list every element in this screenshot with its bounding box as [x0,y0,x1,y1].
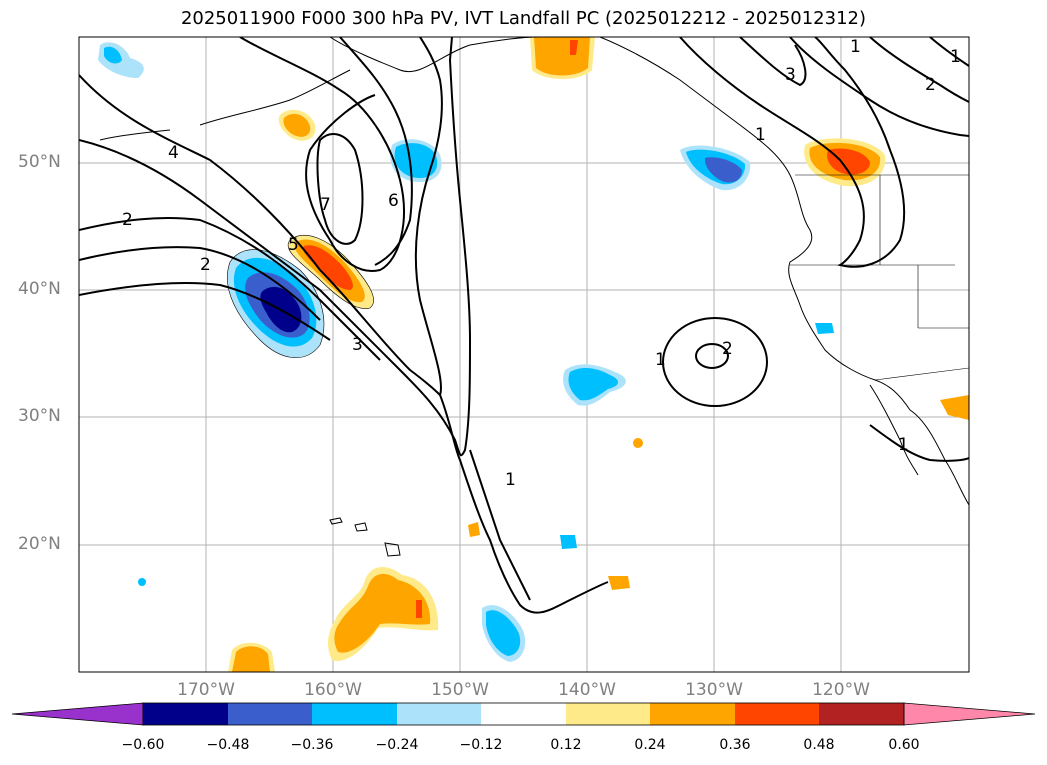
colorbar-tick: 0.24 [634,737,665,753]
colorbar-tick: −0.60 [122,737,165,753]
colorbar-swatch [397,703,481,725]
lat-label: 30°N [18,406,61,426]
contour-label: 1 [655,350,666,370]
plot-area [79,37,969,672]
lon-label: 120°W [812,680,870,700]
lon-label: 170°W [177,680,235,700]
contour-label: 3 [785,65,796,85]
lon-label: 130°W [685,680,743,700]
colorbar-tick: 0.12 [550,737,581,753]
lon-label: 140°W [558,680,616,700]
colorbar-tick: −0.12 [460,737,503,753]
colorbar-swatch [481,703,566,725]
colorbar-swatch [735,703,819,725]
contour-label: 1 [898,435,909,455]
contour-label: 3 [352,335,363,355]
colorbar-tick: −0.24 [376,737,419,753]
lat-label: 40°N [18,279,61,299]
colorbar-swatch [143,703,228,725]
colorbar-tick: −0.36 [291,737,334,753]
colorbar-tick: 0.48 [803,737,834,753]
colorbar-tick: 0.60 [888,737,919,753]
colorbar [12,703,1035,725]
colorbar-swatch [312,703,397,725]
contour-label: 4 [168,143,179,163]
colorbar-extend-min [12,703,143,725]
contour-label: 7 [320,195,331,215]
contour-label: 1 [505,470,516,490]
contour-label: 1 [850,37,861,57]
contour-label: 2 [925,75,936,95]
contour-label: 2 [722,339,733,359]
contour-label: 6 [388,191,399,211]
lon-label: 160°W [304,680,362,700]
contour-label: 1 [950,47,961,67]
lon-label: 150°W [431,680,489,700]
contour-label: 1 [755,125,766,145]
colorbar-extend-max [904,703,1035,725]
contour-label: 2 [200,255,211,275]
colorbar-swatch [566,703,650,725]
contour-label: 2 [122,210,133,230]
colorbar-swatch [228,703,312,725]
lat-label: 50°N [18,152,61,172]
lat-label: 20°N [18,534,61,554]
colorbar-tick: 0.36 [719,737,750,753]
colorbar-swatch [650,703,735,725]
colorbar-swatch [819,703,904,725]
contour-label: 5 [288,235,299,255]
colorbar-tick: −0.48 [207,737,250,753]
